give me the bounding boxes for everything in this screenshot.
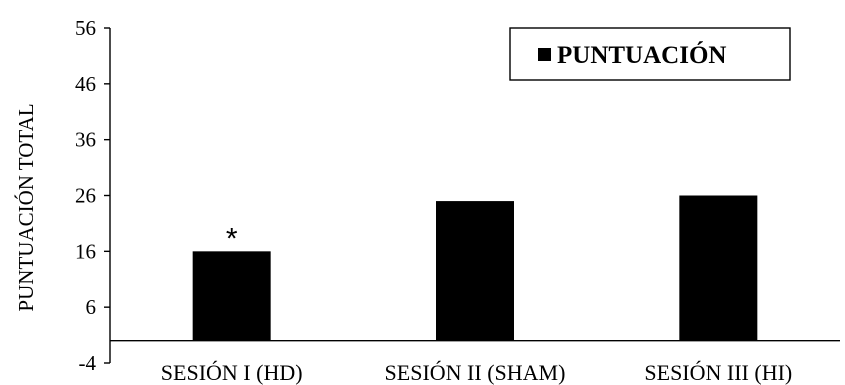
y-axis-ticks: -4 6 16 26 36 46 56	[75, 16, 110, 375]
legend-label: PUNTUACIÓN	[557, 41, 726, 69]
category-labels: SESIÓN I (HD) SESIÓN II (SHAM) SESIÓN III …	[161, 360, 792, 385]
bar	[679, 196, 757, 341]
y-tick-label: 6	[86, 295, 97, 319]
y-tick-label: 16	[75, 239, 96, 263]
y-tick-label: 36	[75, 128, 96, 152]
x-category-label: SESIÓN III (HI)	[644, 360, 792, 385]
bar	[193, 251, 271, 340]
legend-swatch	[538, 48, 551, 61]
y-tick-label: -4	[79, 351, 97, 375]
y-tick-label: 26	[75, 184, 96, 208]
y-tick-label: 46	[75, 72, 96, 96]
significance-asterisk: *	[226, 222, 238, 255]
y-axis-label: PUNTUACIÓN TOTAL	[14, 103, 38, 311]
legend: PUNTUACIÓN	[510, 28, 790, 80]
annotations: *	[226, 222, 238, 255]
x-category-label: SESIÓN II (SHAM)	[385, 360, 566, 385]
bar	[436, 201, 514, 341]
y-tick-label: 56	[75, 16, 96, 40]
x-category-label: SESIÓN I (HD)	[161, 360, 303, 385]
bars-group	[193, 196, 758, 341]
